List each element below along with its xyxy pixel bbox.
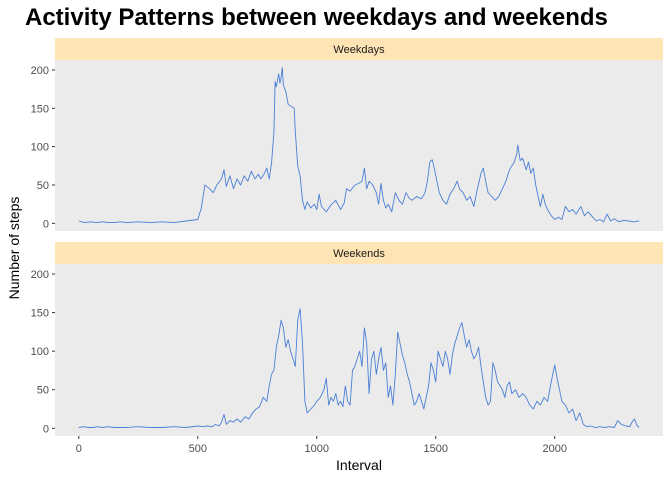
y-tick-label: 200 (31, 269, 49, 281)
series-line-weekdays (78, 67, 640, 224)
panel-background-1 (55, 264, 663, 436)
series-line-weekends (78, 308, 640, 428)
y-tick-label: 150 (31, 308, 49, 320)
facet-label-1: Weekends (333, 248, 385, 260)
panel-background-0 (55, 60, 663, 231)
x-tick-label: 2000 (542, 443, 566, 455)
facet-strip-0 (55, 38, 663, 60)
x-tick-label: 500 (189, 443, 207, 455)
x-tick-label: 1000 (305, 443, 329, 455)
y-tick-label: 0 (43, 218, 49, 230)
chart-title: Activity Patterns between weekdays and w… (25, 4, 608, 31)
x-tick-label: 1500 (424, 443, 448, 455)
y-tick-label: 50 (37, 180, 49, 192)
y-axis-title: Number of steps (6, 197, 22, 300)
y-tick-label: 50 (37, 385, 49, 397)
y-tick-label: 100 (31, 346, 49, 358)
facet-strip-1 (55, 242, 663, 264)
y-tick-label: 0 (43, 423, 49, 435)
y-tick-label: 200 (31, 65, 49, 77)
facet-label-0: Weekdays (333, 44, 385, 56)
x-axis-title: Interval (336, 457, 382, 473)
x-tick-label: 0 (76, 443, 82, 455)
y-tick-label: 100 (31, 142, 49, 154)
y-tick-label: 150 (31, 103, 49, 115)
